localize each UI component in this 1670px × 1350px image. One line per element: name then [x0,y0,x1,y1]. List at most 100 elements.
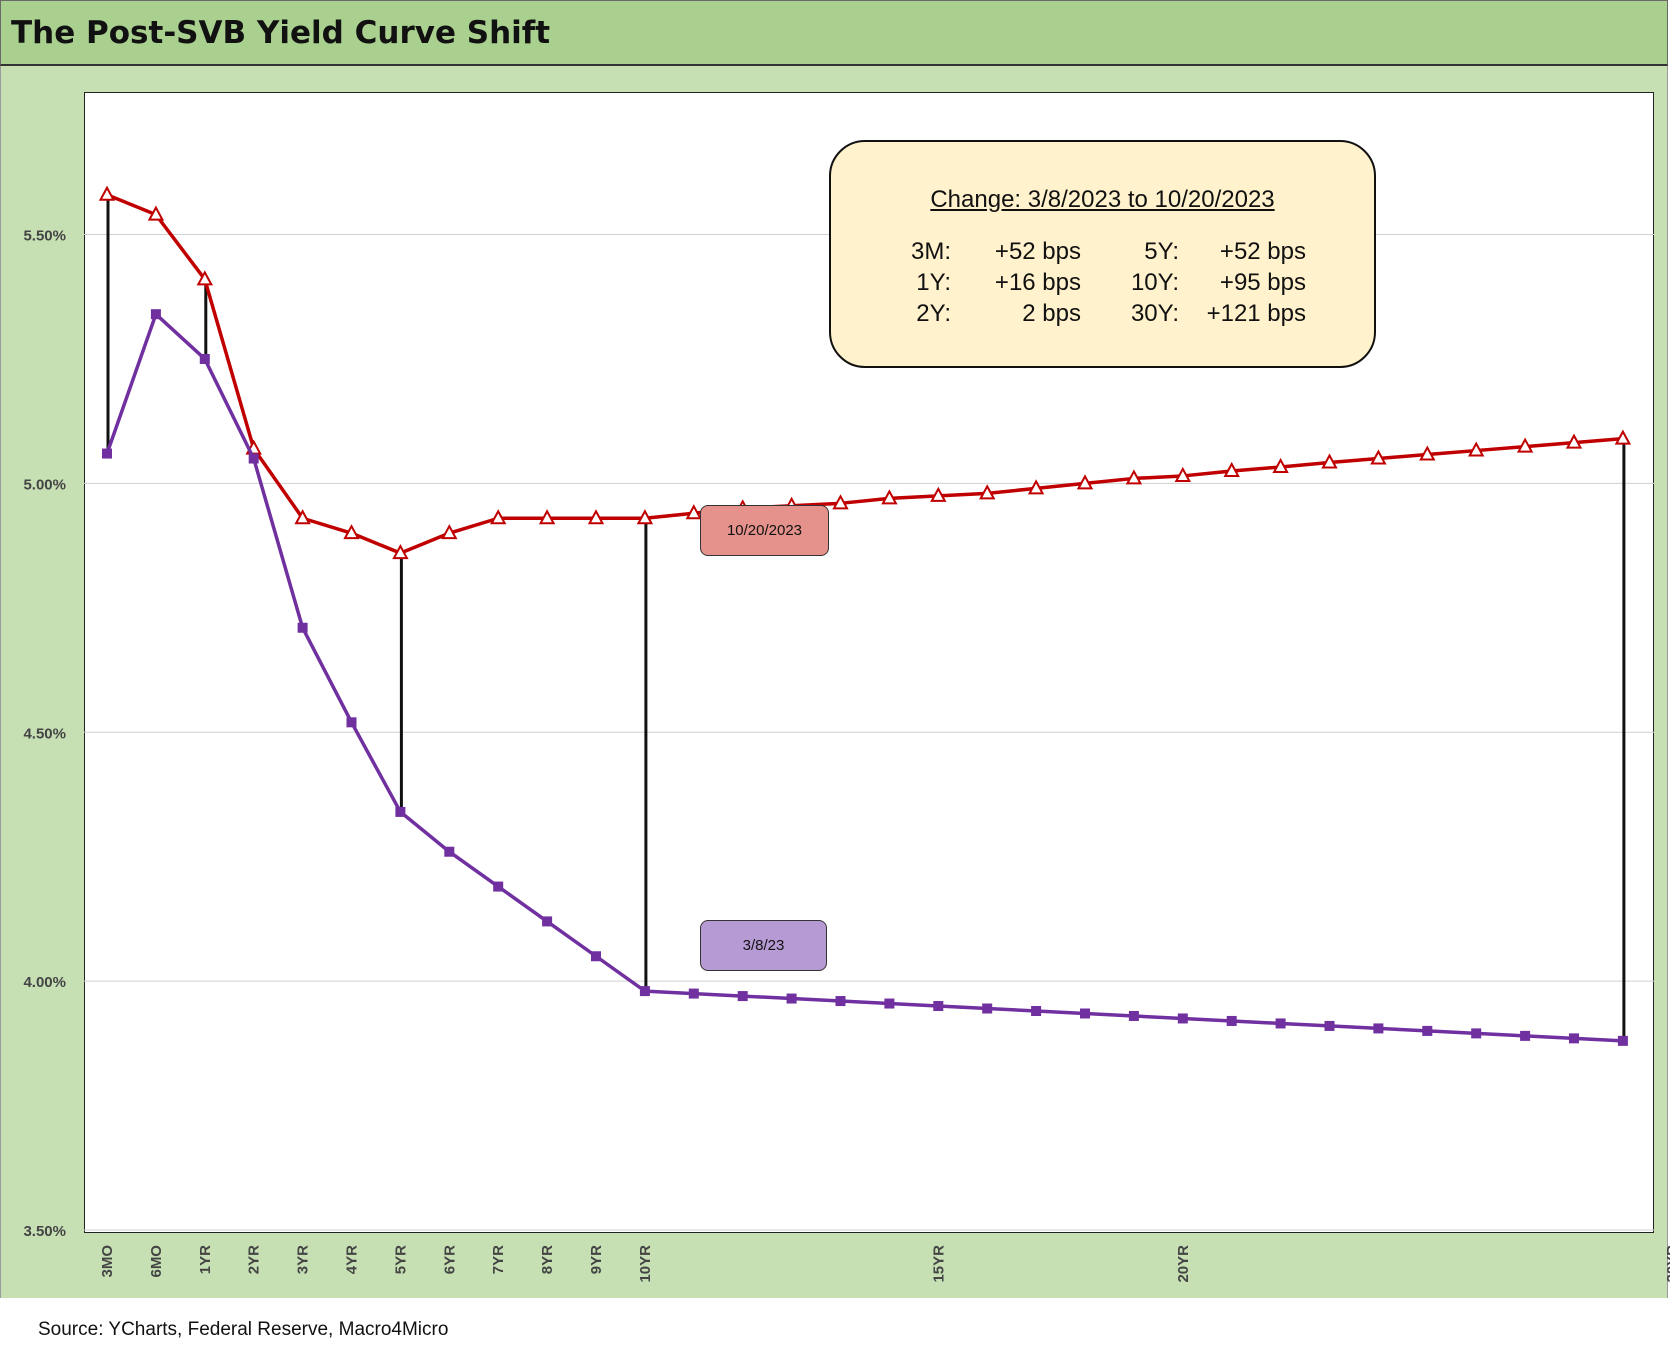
data-point-square [835,996,846,1007]
data-point-square [1080,1008,1090,1019]
data-point-triangle [1174,466,1191,482]
data-point-square [248,453,259,464]
data-point-square [1471,1028,1482,1039]
data-point-triangle [1370,449,1387,465]
data-point-square [542,916,553,927]
x-tick-label: 10YR [637,1245,654,1283]
x-tick-label: 7YR [490,1245,507,1274]
data-point-square [1422,1025,1433,1036]
data-point-square [786,993,797,1004]
x-tick-label: 8YR [539,1245,556,1274]
x-tick-label: 6YR [441,1245,458,1274]
x-tick-label: 30YR [1664,1245,1670,1283]
y-tick-label: 5.00% [23,476,66,493]
data-point-triangle [490,509,507,525]
change-value-5y: +52 bps [1219,238,1306,265]
data-point-square [982,1003,993,1014]
series-label-oct-2023: 10/20/2023 [700,505,829,556]
data-point-square [933,1001,944,1012]
change-value-10y: +95 bps [1219,269,1306,296]
change-label-5y: 5Y: [1144,238,1179,265]
x-tick-label: 9YR [588,1245,605,1274]
data-point-triangle [1272,457,1289,473]
data-point-square [639,986,650,997]
data-point-triangle [538,509,556,525]
data-point-square [1617,1035,1628,1046]
data-point-triangle [1125,469,1143,485]
x-tick-label: 6MO [148,1245,165,1278]
y-tick-label: 4.00% [23,974,66,991]
change-value-1y: +16 bps [994,269,1081,296]
data-point-triangle [196,270,213,286]
change-value-2y: 2 bps [1022,300,1081,327]
x-tick-label: 5YR [392,1245,409,1274]
series-label-mar-2023: 3/8/23 [700,920,827,971]
data-point-triangle [587,509,605,525]
data-point-triangle [294,509,311,525]
change-label-30y: 30Y: [1130,300,1179,327]
data-point-triangle [392,543,409,560]
x-tick-label: 1YR [197,1245,214,1274]
data-point-triangle [1076,474,1094,490]
data-point-square [688,988,699,999]
data-point-square [591,951,601,962]
data-point-triangle [1027,479,1045,495]
series-square [102,309,1628,1046]
chart-svg: 3.50% 4.00% 4.50% 5.00% 5.50% 3MO 6MO 1YR 2YR 3Y… [23,185,1670,1283]
change-value-30y: +121 bps [1206,300,1306,327]
data-point-square [1031,1006,1042,1016]
change-summary-title: Change: 3/8/2023 to 10/20/2023 [930,186,1275,213]
data-point-square [1128,1010,1139,1021]
x-tick-label: 20YR [1175,1245,1192,1283]
data-point-triangle [98,185,116,201]
data-point-square [150,309,161,320]
chart-title: The Post-SVB Yield Curve Shift [11,15,551,51]
data-point-square [1324,1020,1335,1031]
source-note: Source: YCharts, Federal Reserve, Macro4… [38,1319,449,1340]
data-point-triangle [832,494,849,510]
data-point-triangle [1614,429,1632,445]
data-point-square [1177,1013,1188,1024]
data-point-square [1520,1030,1531,1041]
x-tick-label: 3YR [295,1245,312,1274]
y-tick-label: 3.50% [23,1223,66,1240]
x-tick-label: 2YR [246,1245,263,1274]
change-label-1y: 1Y: [916,269,951,296]
change-label-3m: 3M: [910,238,951,265]
data-point-square [737,991,748,1002]
data-point-square [1373,1023,1384,1034]
data-point-square [1226,1015,1237,1026]
data-point-triangle [930,486,947,502]
data-point-square [199,353,210,364]
data-point-triangle [636,509,654,525]
data-point-triangle [441,524,458,540]
x-tick-label: 3MO [99,1245,116,1278]
data-point-triangle [685,504,702,520]
data-point-square [884,998,895,1009]
data-point-triangle [343,524,360,540]
data-point-square [493,881,504,892]
data-point-triangle [881,489,898,505]
data-point-triangle [1516,437,1534,453]
change-label-2y: 2Y: [916,300,951,327]
data-point-triangle [1223,461,1240,477]
title-bar: The Post-SVB Yield Curve Shift [0,0,1668,66]
change-summary-box: Change: 3/8/2023 to 10/20/2023 3M: +52 b… [829,140,1376,368]
data-point-triangle [1468,441,1485,457]
data-point-triangle [1419,445,1436,461]
series-line [106,193,1624,555]
change-label-10y: 10Y: [1130,269,1179,296]
data-point-triangle [1321,453,1338,469]
data-point-square [297,622,308,633]
data-point-triangle [979,484,996,500]
data-point-square [444,846,455,857]
change-value-3m: +52 bps [994,238,1081,265]
x-tick-label: 4YR [344,1245,361,1274]
data-point-triangle [1565,433,1583,449]
data-point-square [395,806,406,817]
data-point-square [1275,1018,1286,1029]
y-tick-label: 5.50% [23,228,66,245]
footer [0,1298,1670,1350]
series-line [105,312,1623,1043]
x-tick-label: 15YR [930,1245,947,1283]
